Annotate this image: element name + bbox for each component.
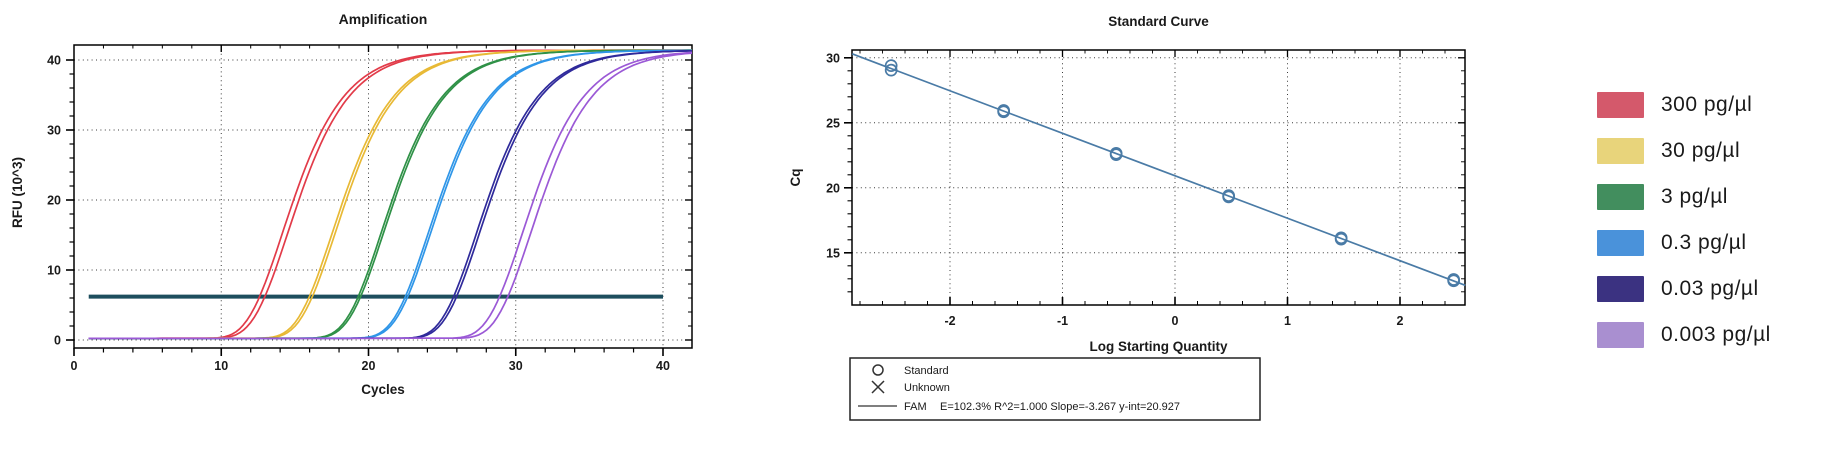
legend-item: 0.03 pg/µl: [1597, 266, 1771, 312]
svg-text:Unknown: Unknown: [904, 382, 950, 394]
standard-curve-plot-canvas: -2 -1 0 1 2 15 20 25 30 Standard Curve Log Startin…: [788, 14, 1466, 421]
svg-text:40: 40: [656, 359, 670, 373]
color-swatch: [1597, 184, 1644, 210]
svg-text:Log Starting Quantity: Log Starting Quantity: [1090, 339, 1228, 354]
legend-item-label: 30 pg/µl: [1661, 139, 1741, 162]
amplification-plot-canvas: 0 10 20 30 40 0 10 20 30 40 Amplification Cycles RFU…: [10, 11, 693, 397]
amplification-chart: 0 10 20 30 40 0 10 20 30 40 Amplification Cycles RFU…: [0, 0, 700, 430]
legend-item: 0.3 pg/µl: [1597, 220, 1771, 266]
svg-text:2: 2: [1397, 314, 1404, 328]
legend-item-label: 3 pg/µl: [1661, 185, 1728, 208]
color-swatch: [1597, 276, 1644, 302]
svg-text:RFU (10^3): RFU (10^3): [10, 157, 25, 228]
legend-item: 0.003 pg/µl: [1597, 312, 1771, 358]
svg-text:E=102.3% R^2=1.000 Slope=-3.26: E=102.3% R^2=1.000 Slope=-3.267 y-int=20…: [940, 401, 1180, 413]
svg-text:10: 10: [47, 264, 61, 278]
svg-text:0: 0: [1172, 314, 1179, 328]
svg-text:Cycles: Cycles: [361, 382, 405, 397]
svg-text:30: 30: [509, 359, 523, 373]
legend-item: 300 pg/µl: [1597, 82, 1771, 128]
legend-item-label: 300 pg/µl: [1661, 93, 1753, 116]
concentration-legend: 300 pg/µl 30 pg/µl 3 pg/µl 0.3 pg/µl 0.0…: [1597, 82, 1771, 358]
svg-text:40: 40: [47, 54, 61, 68]
svg-text:30: 30: [826, 51, 840, 65]
svg-text:20: 20: [826, 181, 840, 195]
svg-text:1: 1: [1284, 314, 1291, 328]
svg-text:20: 20: [362, 359, 376, 373]
color-swatch: [1597, 138, 1644, 164]
svg-text:25: 25: [826, 116, 840, 130]
svg-text:-2: -2: [944, 314, 955, 328]
svg-text:10: 10: [214, 359, 228, 373]
svg-text:Cq: Cq: [788, 169, 803, 187]
svg-text:0: 0: [54, 334, 61, 348]
legend-item-label: 0.003 pg/µl: [1661, 323, 1771, 346]
svg-text:-1: -1: [1057, 314, 1068, 328]
color-swatch: [1597, 92, 1644, 118]
color-swatch: [1597, 230, 1644, 256]
color-swatch: [1597, 322, 1644, 348]
svg-text:Amplification: Amplification: [339, 11, 428, 27]
svg-text:Standard Curve: Standard Curve: [1108, 14, 1209, 29]
standard-curve-chart: -2 -1 0 1 2 15 20 25 30 Standard Curve Log Startin…: [700, 0, 1490, 440]
svg-text:20: 20: [47, 194, 61, 208]
svg-text:30: 30: [47, 124, 61, 138]
legend-item: 3 pg/µl: [1597, 174, 1771, 220]
svg-text:0: 0: [71, 359, 78, 373]
legend-item-label: 0.03 pg/µl: [1661, 277, 1759, 300]
svg-text:15: 15: [826, 246, 840, 260]
svg-text:FAM: FAM: [904, 401, 927, 413]
svg-text:Standard: Standard: [904, 365, 949, 377]
legend-item: 30 pg/µl: [1597, 128, 1771, 174]
legend-item-label: 0.3 pg/µl: [1661, 231, 1747, 254]
